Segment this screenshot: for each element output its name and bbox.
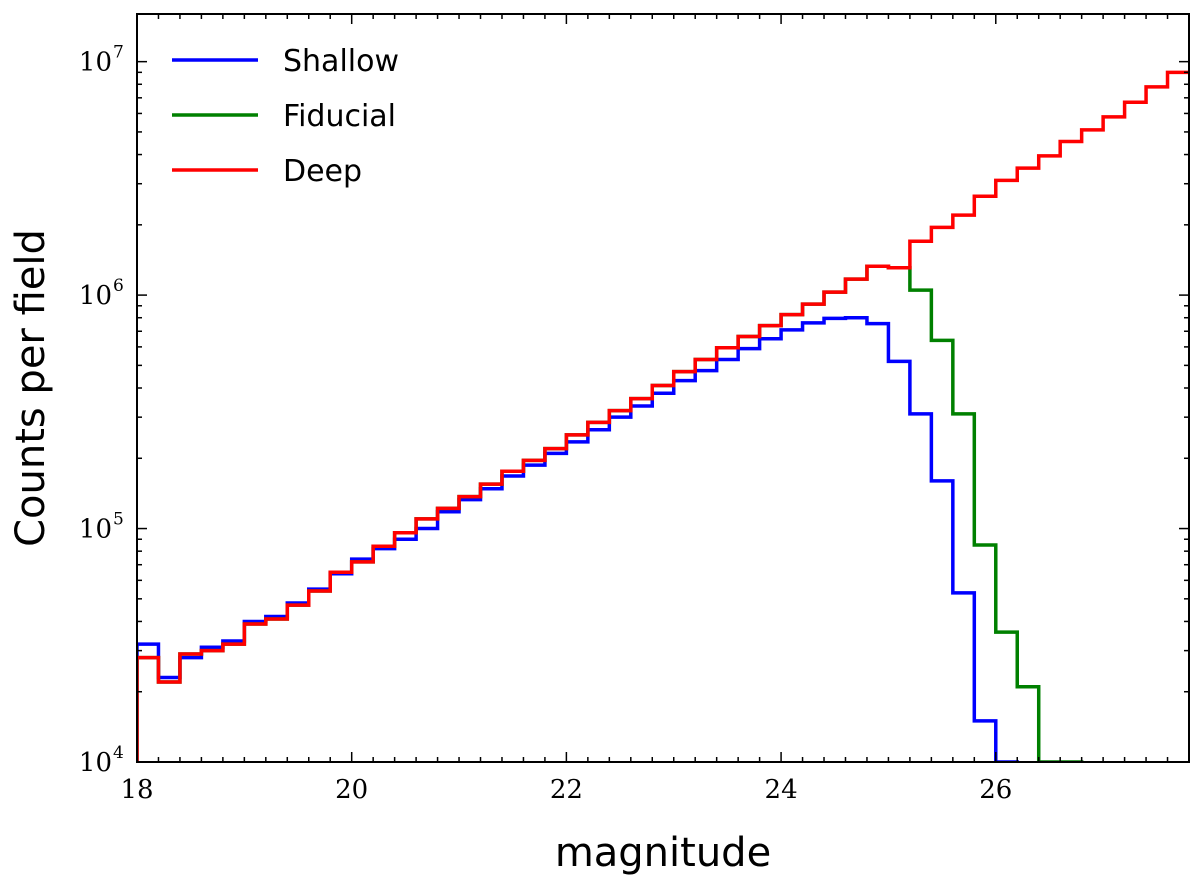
x-tick-label: 20 (335, 775, 368, 805)
ticks-layer (136, 14, 1190, 763)
y-tick-label-exponent: 4 (113, 743, 124, 763)
y-tick-label-exponent: 6 (113, 276, 124, 296)
y-tick-label-exponent: 5 (113, 510, 124, 530)
x-tick-label: 24 (765, 775, 798, 805)
legend-item: Fiducial (172, 99, 396, 134)
y-tick-label-base: 10 (79, 281, 112, 311)
legend-item: Shallow (172, 44, 399, 79)
y-tick-label: 10 7 (79, 43, 124, 78)
series-line-deep (137, 70, 1189, 762)
series-layer (137, 70, 1189, 762)
y-tick-label: 10 5 (79, 510, 124, 545)
y-tick-label: 10 6 (79, 276, 124, 311)
x-tick-label: 22 (550, 775, 583, 805)
y-tick-label-exponent: 7 (113, 43, 124, 63)
series-line-shallow (137, 315, 1019, 762)
y-tick-label: 10 4 (79, 743, 124, 778)
legend-label: Fiducial (283, 99, 396, 134)
y-tick-label-base: 10 (79, 48, 112, 78)
series-line-fiducial (137, 264, 1084, 762)
x-tick-label: 18 (120, 775, 153, 805)
y-axis-label: Counts per field (8, 229, 54, 547)
x-axis-label: magnitude (555, 830, 771, 876)
legend-item: Deep (172, 154, 362, 189)
y-tick-label-base: 10 (79, 515, 112, 545)
legend: Shallow Fiducial Deep (172, 44, 399, 189)
x-tick-label: 26 (979, 775, 1012, 805)
legend-label: Shallow (283, 44, 399, 79)
legend-label: Deep (283, 154, 362, 189)
y-tick-label-base: 10 (79, 748, 112, 778)
